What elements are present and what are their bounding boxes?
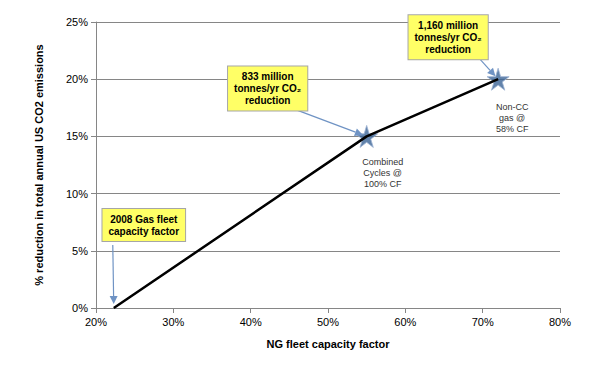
svg-text:NG fleet capacity factor: NG fleet capacity factor [267,338,391,350]
svg-text:% reduction in total annual US: % reduction in total annual US CO2 emiss… [33,44,45,285]
svg-text:833 million: 833 million [242,71,294,82]
svg-text:tonnes/yr CO₂: tonnes/yr CO₂ [234,83,301,94]
svg-text:50%: 50% [317,316,339,328]
svg-text:58% CF: 58% CF [496,124,529,134]
svg-text:0%: 0% [72,302,88,314]
svg-text:40%: 40% [240,316,262,328]
svg-text:Combined: Combined [362,157,403,167]
svg-text:Non-CC: Non-CC [496,102,529,112]
svg-text:70%: 70% [472,316,494,328]
svg-text:gas @: gas @ [499,113,525,123]
svg-text:25%: 25% [66,16,88,28]
svg-text:20%: 20% [66,73,88,85]
svg-text:tonnes/yr CO₂: tonnes/yr CO₂ [415,32,482,43]
svg-text:Cycles @: Cycles @ [363,168,402,178]
svg-text:reduction: reduction [245,95,291,106]
svg-text:80%: 80% [549,316,571,328]
svg-text:1,160 million: 1,160 million [418,20,478,31]
svg-text:15%: 15% [66,130,88,142]
svg-text:10%: 10% [66,188,88,200]
svg-text:20%: 20% [85,316,107,328]
svg-text:60%: 60% [394,316,416,328]
svg-text:reduction: reduction [425,44,471,55]
svg-text:5%: 5% [72,245,88,257]
svg-text:30%: 30% [162,316,184,328]
svg-text:2008 Gas fleet: 2008 Gas fleet [110,214,178,225]
svg-text:capacity factor: capacity factor [108,226,179,237]
svg-text:100% CF: 100% CF [364,179,402,189]
